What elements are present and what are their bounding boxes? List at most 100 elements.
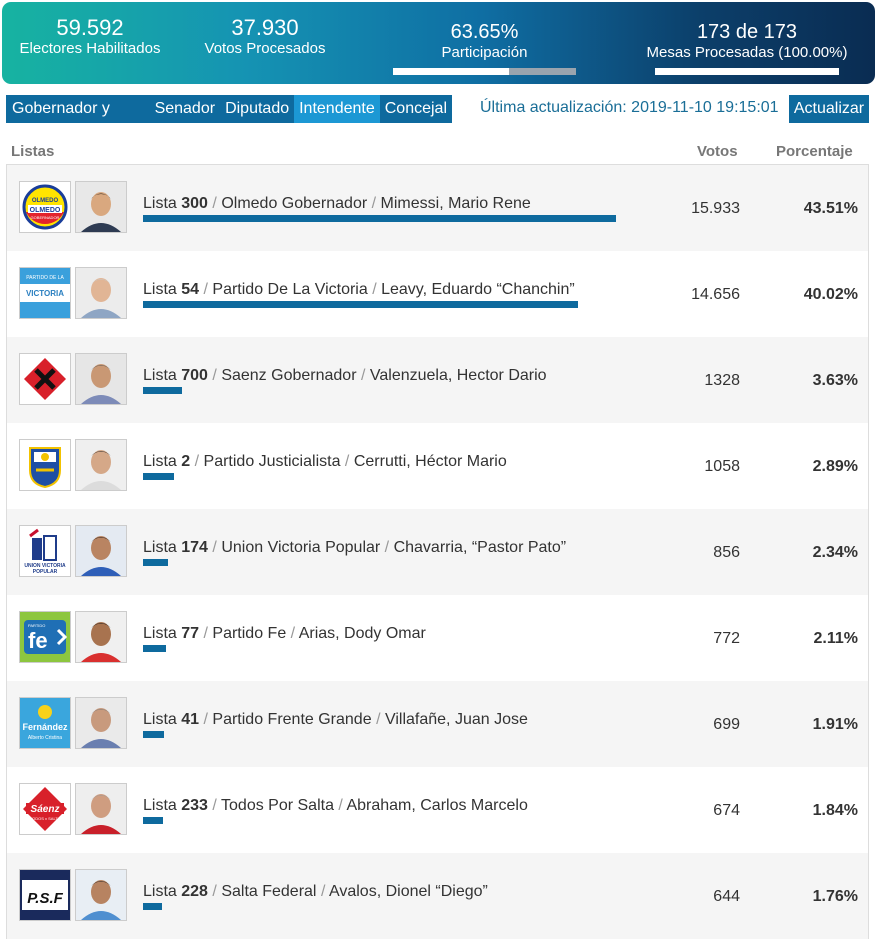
- row-label: Lista 54 / Partido De La Victoria / Leav…: [143, 281, 575, 298]
- tab-senador[interactable]: Senador: [154, 100, 216, 117]
- psf-logo-main: P.S.F: [27, 890, 63, 907]
- table-row: UNION VICTORIA POPULAR Lista 174 / Union…: [7, 509, 868, 595]
- tab-intendente[interactable]: Intendente: [294, 95, 380, 123]
- victoria-logo-main: VICTORIA: [26, 289, 64, 298]
- summary-banner: 59.592 Electores Habilitados 37.930 Voto…: [2, 2, 875, 84]
- votos-value: 37.930: [231, 15, 299, 40]
- tab-concejal[interactable]: Concejal: [384, 100, 447, 117]
- candidate-name: Cerrutti, Héctor Mario: [353, 453, 507, 470]
- lista-prefix: Lista: [143, 367, 177, 384]
- electores-value: 59.592: [56, 15, 124, 40]
- mesas-label: Mesas Procesadas (100.00%): [646, 44, 848, 61]
- table-row: PARTIDO fe Lista 77 / Partido Fe / Arias…: [7, 595, 868, 681]
- vote-count: 856: [713, 544, 740, 561]
- row-label: Lista 233 / Todos Por Salta / Abraham, C…: [143, 797, 528, 814]
- votos-label: Votos Procesados: [204, 40, 326, 57]
- vote-share-bar: [143, 473, 174, 480]
- victoria-logo-icon: PARTIDO DE LA VICTORIA: [19, 267, 71, 319]
- saenz-logo-main: Sáenz: [31, 804, 60, 815]
- candidate-photo: [75, 611, 127, 663]
- party-name: Saenz Gobernador: [221, 367, 357, 384]
- column-porcentaje: Porcentaje: [776, 143, 853, 160]
- vote-percentage: 1.76%: [812, 888, 858, 905]
- vote-share-bar: [143, 645, 166, 652]
- party-name: Partido De La Victoria: [212, 281, 368, 298]
- tab-gobernador[interactable]: Gobernador y Vice: [12, 100, 110, 145]
- lista-number: 174: [181, 539, 208, 556]
- lista-number: 77: [181, 625, 200, 642]
- participacion-bar: [393, 68, 576, 75]
- table-row: P.S.F Lista 228 / Salta Federal / Avalos…: [7, 853, 868, 939]
- candidate-name: Villafañe, Juan Jose: [384, 711, 528, 728]
- vote-percentage: 40.02%: [803, 286, 858, 303]
- candidate-name: Mimessi, Mario Rene: [380, 195, 531, 212]
- row-label: Lista 77 / Partido Fe / Arias, Dody Omar: [143, 625, 426, 642]
- vote-percentage: 1.84%: [812, 802, 858, 819]
- party-name: Union Victoria Popular: [221, 539, 381, 556]
- candidate-photo: [75, 697, 127, 749]
- psf-logo-icon: P.S.F: [19, 869, 71, 921]
- saenz-logo-icon: Sáenz TODOS x SALTA: [19, 783, 71, 835]
- fe-logo-small: PARTIDO: [28, 623, 45, 628]
- table-row: OLMEDO OLMEDO GOBERNADOR Lista 300 / Olm…: [7, 165, 868, 251]
- vote-count: 674: [713, 802, 740, 819]
- lista-number: 700: [181, 367, 208, 384]
- refresh-button[interactable]: Actualizar: [789, 95, 869, 123]
- vote-count: 15.933: [691, 200, 740, 217]
- uvp-logo-sub: POPULAR: [33, 569, 58, 575]
- lista-prefix: Lista: [143, 797, 177, 814]
- table-row: Sáenz TODOS x SALTA Lista 233 / Todos Po…: [7, 767, 868, 853]
- party-name: Partido Frente Grande: [212, 711, 372, 728]
- vote-count: 772: [713, 630, 740, 647]
- mesas-bar: [655, 68, 839, 75]
- vote-count: 14.656: [691, 286, 740, 303]
- mesas-value: 173 de 173: [696, 21, 798, 43]
- candidate-name: Chavarria, “Pastor Pato”: [393, 539, 567, 556]
- fernandez-logo-sub: Alberto Cristina: [28, 735, 62, 741]
- candidate-name: Avalos, Dionel “Diego”: [328, 883, 488, 900]
- olmedo-logo-top: OLMEDO: [32, 198, 59, 204]
- vote-share-bar: [143, 903, 162, 910]
- participacion-label: Participación: [441, 44, 528, 61]
- party-name: Todos Por Salta: [221, 797, 334, 814]
- lista-number: 2: [181, 453, 191, 470]
- lista-prefix: Lista: [143, 281, 177, 298]
- vote-share-bar: [143, 817, 163, 824]
- candidate-name: Arias, Dody Omar: [298, 625, 426, 642]
- lista-prefix: Lista: [143, 625, 177, 642]
- mesas-bar-fill: [655, 68, 839, 75]
- party-name: Salta Federal: [221, 883, 317, 900]
- tab-diputado[interactable]: Diputado: [225, 100, 290, 117]
- table-row: Lista 700 / Saenz Gobernador / Valenzuel…: [7, 337, 868, 423]
- participacion-stat: 63.65% Participación: [393, 20, 576, 62]
- candidate-photo: [75, 353, 127, 405]
- vote-percentage: 43.51%: [803, 200, 858, 217]
- category-tabs: Gobernador y Vice Senador Diputado Inten…: [6, 95, 452, 145]
- table-row: Fernández Alberto Cristina Lista 41 / Pa…: [7, 681, 868, 767]
- electores-stat: 59.592 Electores Habilitados: [10, 16, 170, 58]
- row-label: Lista 300 / Olmedo Gobernador / Mimessi,…: [143, 195, 531, 212]
- vote-count: 1058: [704, 458, 740, 475]
- vote-share-bar: [143, 215, 616, 222]
- vote-count: 644: [713, 888, 740, 905]
- row-label: Lista 41 / Partido Frente Grande / Villa…: [143, 711, 528, 728]
- lista-number: 300: [181, 195, 208, 212]
- row-label: Lista 174 / Union Victoria Popular / Cha…: [143, 539, 567, 556]
- electores-label: Electores Habilitados: [19, 40, 161, 57]
- column-votos: Votos: [697, 143, 738, 160]
- candidate-photo: [75, 869, 127, 921]
- olmedo-logo-sub: GOBERNADOR: [31, 215, 60, 220]
- vote-count: 1328: [704, 372, 740, 389]
- party-name: Olmedo Gobernador: [221, 195, 368, 212]
- fernandez-logo-main: Fernández: [22, 722, 68, 732]
- lista-number: 233: [181, 797, 208, 814]
- participacion-bar-fill: [393, 68, 510, 75]
- party-name: Partido Justicialista: [203, 453, 341, 470]
- uvp-logo-icon: UNION VICTORIA POPULAR: [19, 525, 71, 577]
- lista-prefix: Lista: [143, 883, 177, 900]
- lista-number: 228: [181, 883, 208, 900]
- table-row: Lista 2 / Partido Justicialista / Cerrut…: [7, 423, 868, 509]
- column-listas: Listas: [11, 143, 55, 160]
- saenz-logo-sub: TODOS x SALTA: [30, 816, 61, 821]
- lista-number: 54: [181, 281, 200, 298]
